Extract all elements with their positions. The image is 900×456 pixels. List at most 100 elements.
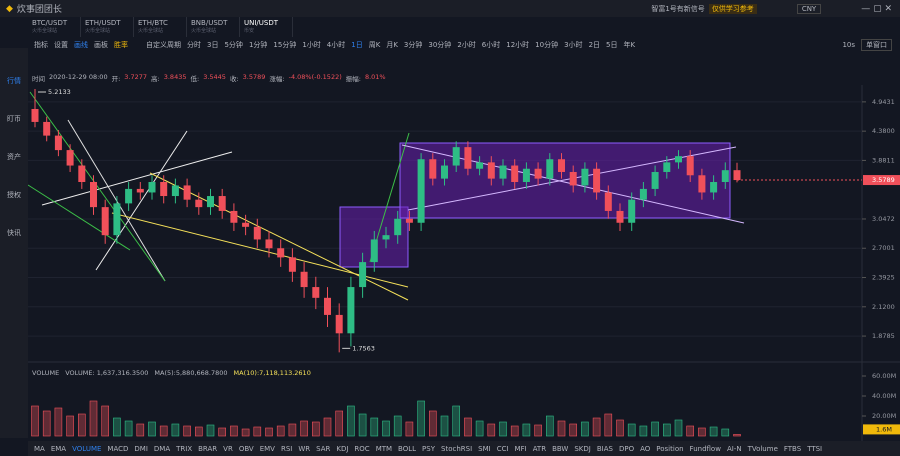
period-button[interactable]: 周K: [368, 41, 381, 49]
indicator-tab[interactable]: MACD: [107, 444, 129, 453]
tab-exchange: 火币全球站: [191, 28, 217, 34]
period-button[interactable]: 1小时: [302, 41, 321, 49]
indicator-tab[interactable]: SMI: [478, 444, 491, 453]
period-button[interactable]: 1分钟: [248, 41, 268, 49]
window-controls[interactable]: — ▢ ✕: [861, 3, 892, 14]
period-button[interactable]: 年K: [623, 41, 636, 49]
tool-button[interactable]: 胜率: [114, 41, 128, 49]
indicator-tab[interactable]: MFI: [514, 444, 527, 453]
indicator-tab[interactable]: SAR: [316, 444, 331, 453]
volume-bar: [464, 417, 472, 437]
indicator-tab[interactable]: DPO: [618, 444, 635, 453]
indicator-tab[interactable]: TTSI: [807, 444, 823, 453]
indicator-tab[interactable]: VR: [223, 444, 233, 453]
indicator-tab[interactable]: TRIX: [176, 444, 193, 453]
indicator-tab[interactable]: TVolume: [747, 444, 778, 453]
indicator-tab[interactable]: Fundflow: [689, 444, 721, 453]
indicator-tab[interactable]: FTBS: [783, 444, 802, 453]
symbol-tab[interactable]: ETH/USDT 火币全球站: [81, 17, 134, 37]
symbol-tab[interactable]: ETH/BTC 火币全球站: [134, 17, 187, 37]
period-button[interactable]: 分时: [187, 41, 201, 49]
period-button[interactable]: 1日: [351, 41, 363, 49]
indicator-tab[interactable]: OBV: [238, 444, 254, 453]
period-button[interactable]: 12小时: [506, 41, 530, 49]
candle-body: [66, 150, 74, 166]
candle-body: [101, 207, 109, 236]
currency-select[interactable]: CNY: [796, 3, 822, 14]
volume-bar: [405, 421, 414, 437]
title-bar: ◆ 炊事团团长 智富1号有新信号 仅供学习参考 CNY — ▢ ✕: [0, 0, 900, 17]
indicator-tab[interactable]: RSI: [280, 444, 293, 453]
notice-tag[interactable]: 仅供学习参考: [708, 3, 757, 14]
indicator-tab[interactable]: KDJ: [336, 444, 349, 453]
candle-body: [464, 147, 472, 169]
indicator-tab[interactable]: SKDJ: [574, 444, 591, 453]
symbol-tab[interactable]: BTC/USDT 火币全球站: [28, 17, 81, 37]
period-button[interactable]: 4小时: [326, 41, 346, 49]
notice[interactable]: 智富1号有新信号: [651, 4, 705, 13]
tool-button[interactable]: 指标: [34, 41, 48, 49]
volume-bar: [557, 420, 566, 437]
volume-bar: [136, 423, 145, 437]
indicator-tab[interactable]: MA: [34, 444, 45, 453]
period-button[interactable]: 自定义周期: [146, 41, 181, 49]
y-tick-label: 4.9431: [872, 98, 895, 106]
candle-body: [265, 239, 273, 249]
indicator-tab[interactable]: DMI: [134, 444, 148, 453]
tool-button[interactable]: 画板: [94, 41, 108, 49]
sidebar-item[interactable]: 行情: [7, 77, 21, 85]
indicator-tab[interactable]: WR: [298, 444, 311, 453]
period-button[interactable]: 3分钟: [403, 41, 423, 49]
tab-symbol: BTC/USDT: [32, 19, 68, 27]
candle-body: [324, 297, 331, 315]
indicator-tab[interactable]: AO: [640, 444, 651, 453]
candle-body: [370, 239, 378, 263]
period-button[interactable]: 6小时: [481, 41, 501, 49]
indicator-tab[interactable]: EMA: [50, 444, 67, 453]
tab-exchange: 币安: [244, 28, 255, 34]
period-button[interactable]: 3日: [207, 41, 219, 49]
window-mode[interactable]: 单窗口: [861, 39, 892, 51]
indicator-tab[interactable]: DMA: [153, 444, 171, 453]
indicator-tab[interactable]: BOLL: [398, 444, 417, 453]
period-button[interactable]: 5日: [606, 41, 618, 49]
period-button[interactable]: 月K: [386, 41, 398, 49]
indicator-tab[interactable]: EMV: [259, 444, 275, 453]
indicator-tab[interactable]: MTM: [375, 444, 393, 453]
tool-button[interactable]: 画线: [74, 41, 88, 49]
sidebar-item[interactable]: 盯币: [7, 115, 21, 123]
indicator-tab[interactable]: ATR: [532, 444, 547, 453]
period-button[interactable]: 30分钟: [428, 41, 452, 49]
info-label: 涨幅:: [269, 75, 285, 83]
indicator-tab[interactable]: BBW: [552, 444, 569, 453]
indicator-tab[interactable]: Position: [656, 444, 684, 453]
indicator-tab[interactable]: CCI: [496, 444, 509, 453]
volume-bar: [627, 423, 636, 437]
indicator-tab[interactable]: VOLUME: [72, 444, 102, 453]
indicator-tab[interactable]: BIAS: [596, 444, 613, 453]
period-button[interactable]: 10分钟: [535, 41, 559, 49]
candle-body: [405, 218, 413, 223]
period-button[interactable]: 15分钟: [273, 41, 297, 49]
volume-bar: [370, 417, 379, 437]
indicator-tab[interactable]: StochRSI: [441, 444, 473, 453]
refresh-select[interactable]: 10s: [842, 41, 855, 49]
tool-button[interactable]: 设置: [54, 41, 68, 49]
sidebar-item[interactable]: 快讯: [7, 229, 21, 237]
period-button[interactable]: 2小时: [457, 41, 476, 49]
indicator-tab[interactable]: PSY: [422, 444, 435, 453]
sidebar-item[interactable]: 授权: [7, 191, 21, 199]
indicator-tab[interactable]: BRAR: [198, 444, 218, 453]
sidebar-item[interactable]: 资产: [7, 153, 21, 161]
y-tick-label: 3.0472: [872, 215, 895, 223]
candle-body: [242, 222, 250, 227]
tab-symbol: ETH/USDT: [85, 19, 121, 27]
symbol-tab[interactable]: UNI/USDT 币安: [240, 17, 293, 37]
period-button[interactable]: 2日: [588, 41, 601, 49]
indicator-tab[interactable]: AI-N: [726, 444, 742, 453]
indicator-tab[interactable]: ROC: [354, 444, 370, 453]
volume-title[interactable]: VOLUME: [32, 369, 60, 377]
symbol-tab[interactable]: BNB/USDT 火币全球站: [187, 17, 240, 37]
period-button[interactable]: 3小时: [564, 41, 583, 49]
period-button[interactable]: 5分钟: [224, 41, 243, 49]
